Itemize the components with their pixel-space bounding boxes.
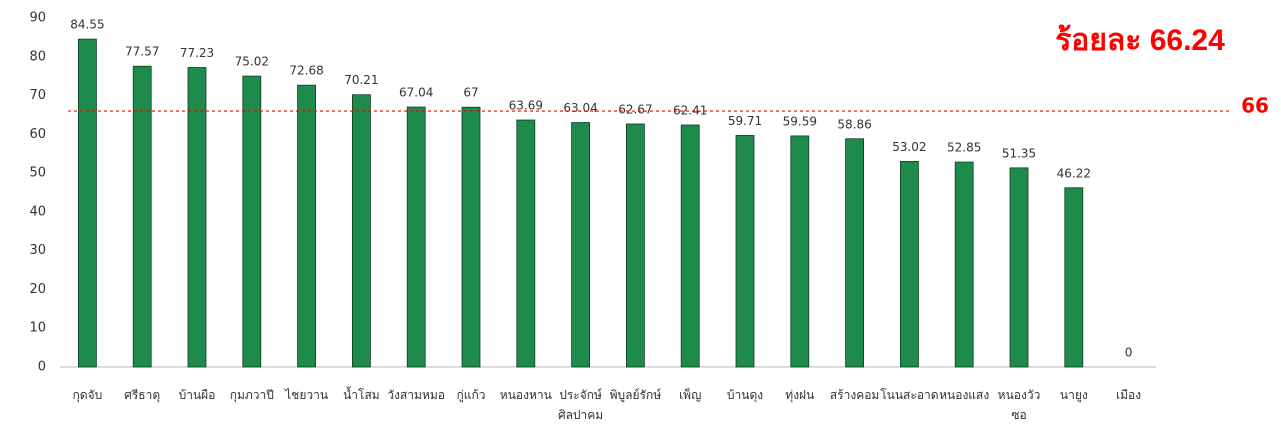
y-tick-label: 80 — [29, 49, 46, 64]
bar — [516, 119, 536, 368]
bar — [1009, 167, 1029, 368]
x-tick-label: เพ็ญ — [679, 388, 702, 402]
data-label: 58.86 — [837, 117, 871, 131]
data-label: 63.69 — [509, 99, 543, 113]
bar — [845, 138, 864, 368]
data-label: 67.04 — [399, 86, 433, 100]
data-label: 59.71 — [728, 114, 762, 128]
data-label: 52.85 — [947, 141, 981, 155]
data-label: 84.55 — [70, 18, 104, 32]
data-label: 77.57 — [125, 45, 159, 59]
bar — [900, 161, 919, 368]
bar — [680, 124, 700, 368]
y-tick-label: 20 — [29, 282, 46, 297]
data-label: 53.02 — [892, 140, 926, 154]
x-tick-label: หนองแสง — [939, 388, 990, 402]
x-tick-label: บ้านดุง — [726, 388, 764, 402]
data-label: 67 — [463, 86, 478, 100]
y-tick-label: 60 — [29, 127, 46, 142]
annotation: ร้อยละ 66.24 — [1055, 24, 1225, 57]
y-tick-label: 40 — [29, 204, 46, 219]
data-label: 62.41 — [673, 103, 707, 117]
x-tick-label: หนองวัว ซอ — [997, 388, 1041, 422]
data-label: 70.21 — [344, 73, 378, 87]
data-label: 59.59 — [783, 114, 817, 128]
bar — [735, 135, 755, 368]
x-tick-label: นายูง — [1059, 388, 1088, 402]
x-tick-label: พิบูลย์รักษ์ — [609, 388, 662, 402]
x-tick-label: โนนสะอาด — [880, 388, 939, 402]
bar — [351, 94, 371, 368]
bar — [790, 135, 810, 368]
x-tick-label: กุดจับ — [72, 388, 103, 402]
y-tick-label: 10 — [29, 321, 46, 336]
data-label: 63.04 — [563, 101, 597, 115]
x-tick-label: กุมภวาปี — [229, 388, 274, 402]
y-tick-label: 30 — [29, 243, 46, 258]
x-tick-label: สร้างคอม — [829, 388, 880, 402]
x-tick-label: วังสามหมอ — [387, 388, 445, 402]
x-tick-label: ไชยวาน — [285, 388, 329, 402]
reference-label: 66 — [1241, 94, 1269, 118]
bar — [954, 161, 974, 368]
bar — [461, 106, 481, 368]
x-tick-label: น้ำโสม — [343, 388, 380, 402]
data-label: 51.35 — [1002, 146, 1036, 160]
bar — [242, 75, 262, 368]
bar — [187, 67, 207, 368]
y-tick-label: 70 — [29, 88, 46, 103]
bar — [571, 122, 590, 368]
data-label: 77.23 — [180, 46, 214, 60]
bar — [1064, 187, 1084, 368]
bar — [297, 84, 317, 368]
x-tick-label: ทุ่งฝน — [785, 388, 815, 402]
data-label: 72.68 — [289, 64, 323, 78]
data-label: 62.67 — [618, 102, 652, 116]
y-tick-label: 90 — [29, 11, 46, 26]
bar — [132, 65, 152, 368]
bar — [78, 38, 97, 368]
x-tick-label: กู่แก้ว — [456, 388, 486, 402]
data-label: 0 — [1125, 346, 1133, 360]
x-tick-label: หนองหาน — [499, 388, 552, 402]
data-label: 75.02 — [235, 55, 269, 69]
y-tick-label: 0 — [38, 360, 46, 375]
x-tick-label: ประจักษ์ ศิลปาคม — [557, 388, 604, 422]
bar — [626, 123, 645, 368]
data-label: 46.22 — [1057, 166, 1091, 180]
y-tick-label: 50 — [29, 166, 46, 181]
x-tick-label: บ้านผือ — [178, 388, 216, 402]
x-tick-label: ศรีธาตุ — [124, 388, 161, 402]
x-tick-label: เมือง — [1116, 388, 1142, 402]
bar — [406, 106, 426, 368]
